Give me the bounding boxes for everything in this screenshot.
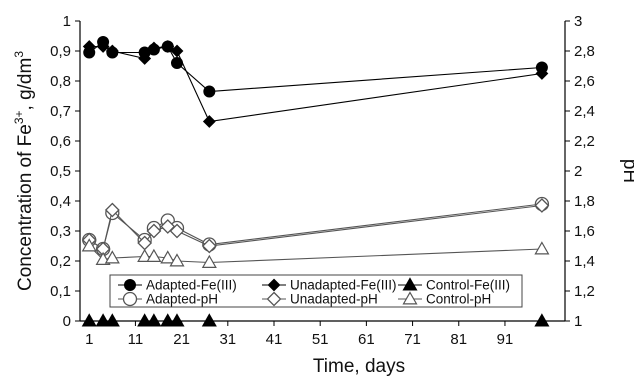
y-axis-left-title-sup2: 3 — [12, 51, 26, 58]
data-point-unadapted-ph — [104, 202, 120, 218]
x-tick-label: 91 — [497, 331, 514, 348]
legend-box — [109, 274, 523, 308]
data-point-unadapted-fe-iii — [82, 40, 96, 53]
data-point-unadapted-fe-iii — [161, 40, 175, 53]
data-point-unadapted-fe-iii — [170, 44, 184, 58]
y-left-tick-label: 0,5 — [50, 163, 71, 180]
y-left-tick-label: 1 — [63, 13, 71, 30]
legend-marker — [402, 291, 418, 305]
data-point-unadapted-ph — [201, 238, 217, 254]
legend-item-adapted-fe-iii: Adapted-Fe(III) — [118, 278, 237, 293]
data-point-control-ph — [104, 250, 120, 264]
data-point-unadapted-ph — [169, 223, 185, 239]
x-tick-label: 71 — [404, 331, 421, 348]
legend-label: Adapted-Fe(III) — [146, 278, 237, 293]
tick-labels: 1 11 21 31 41 51 61 71 81 9100,10,20,30,40,50,60,… — [50, 13, 595, 348]
legend-label: Unadapted-pH — [290, 292, 378, 307]
data-point-control-ph — [137, 248, 153, 262]
legend-marker — [402, 277, 418, 291]
series-control-fe-iii — [81, 313, 550, 327]
data-point-control-fe-iii — [534, 313, 550, 327]
series-control-ph — [81, 238, 550, 268]
y-left-tick-label: 0,7 — [50, 103, 71, 120]
x-tick-label: 11 — [128, 331, 144, 348]
data-point-unadapted-fe-iii — [96, 40, 110, 53]
data-point-control-fe-iii — [104, 313, 120, 327]
data-point-control-fe-iii — [146, 313, 162, 327]
data-point-control-ph — [169, 253, 185, 267]
y-right-tick-label: 2,4 — [574, 103, 595, 120]
x-tick-label: 61 — [358, 331, 375, 348]
y-right-tick-label: 2,2 — [574, 133, 595, 150]
data-point-control-ph — [534, 241, 550, 255]
x-tick-label: 51 — [312, 331, 329, 348]
data-point-unadapted-ph — [534, 198, 550, 213]
y-right-tick-label: 1 — [574, 313, 582, 330]
y-right-tick-label: 1,6 — [574, 223, 595, 240]
data-point-control-fe-iii — [169, 313, 185, 327]
data-point-unadapted-fe-iii — [138, 52, 152, 65]
y-right-tick-label: 1,4 — [574, 253, 595, 270]
data-point-unadapted-fe-iii — [105, 44, 119, 58]
data-point-control-fe-iii — [81, 313, 97, 327]
data-point-control-ph — [81, 238, 97, 252]
legend-label: Control-Fe(III) — [426, 278, 510, 293]
y-left-tick-label: 0,1 — [50, 283, 71, 300]
y-axis-left-title-main: Concentration of Fe — [15, 124, 36, 291]
data-point-control-fe-iii — [160, 313, 176, 327]
x-tick-label: 81 — [450, 331, 467, 348]
data-point-unadapted-fe-iii — [147, 41, 161, 55]
legend-item-control-ph: Control-pH — [398, 291, 491, 307]
x-tick-label: 31 — [219, 331, 236, 348]
data-point-unadapted-fe-iii — [202, 115, 216, 128]
y-right-tick-label: 1,8 — [574, 193, 595, 210]
data-point-adapted-fe-iii — [203, 85, 216, 98]
legend-marker — [124, 279, 136, 291]
y-left-tick-label: 0,2 — [50, 253, 71, 270]
legend-item-control-fe-iii: Control-Fe(III) — [398, 277, 510, 293]
legend-marker — [122, 291, 138, 307]
data-point-control-fe-iii — [137, 313, 153, 327]
y-right-tick-label: 2,8 — [574, 43, 595, 60]
legend-item-adapted-ph: Adapted-pH — [118, 292, 218, 307]
y-left-tick-label: 0,4 — [50, 193, 71, 210]
x-tick-label: 1 — [85, 331, 93, 348]
y-axis-left-title-sup1: 3+ — [12, 110, 26, 124]
data-point-control-fe-iii — [201, 313, 217, 327]
data-point-unadapted-ph — [146, 223, 162, 239]
legend: Adapted-Fe(III) Unadapted-Fe(III) Control-… — [109, 274, 523, 308]
data-point-unadapted-fe-iii — [535, 67, 549, 80]
y-right-tick-label: 1,2 — [574, 283, 595, 300]
y-axis-left-title: Concentration of Fe3+, g/dm3 — [12, 51, 36, 291]
legend-label: Control-pH — [426, 292, 491, 307]
x-tick-label: 41 — [266, 331, 283, 348]
y-right-tick-label: 3 — [574, 13, 582, 30]
y-axis-right-title: pH — [619, 159, 634, 183]
data-point-control-fe-iii — [95, 313, 111, 327]
y-right-tick-label: 2,6 — [574, 73, 595, 90]
y-right-tick-label: 2 — [574, 163, 582, 180]
series-unadapted-ph — [81, 198, 550, 257]
y-left-tick-label: 0,6 — [50, 133, 71, 150]
y-axis-left-title-mid: , g/dm — [15, 58, 36, 111]
plot-area — [81, 36, 550, 327]
x-tick-label: 21 — [173, 331, 190, 348]
y-left-tick-label: 0,3 — [50, 223, 71, 240]
data-point-control-ph — [146, 248, 162, 262]
legend-item-unadapted-ph: Unadapted-pH — [262, 292, 378, 307]
x-axis-title: Time, days — [313, 356, 405, 377]
y-left-tick-label: 0,9 — [50, 43, 71, 60]
legend-marker — [267, 278, 281, 292]
legend-marker — [266, 291, 282, 307]
y-left-tick-label: 0,8 — [50, 73, 71, 90]
data-point-control-ph — [160, 250, 176, 264]
data-point-control-ph — [201, 254, 217, 268]
series-unadapted-fe-iii — [82, 40, 549, 128]
legend-label: Unadapted-Fe(III) — [290, 278, 397, 293]
legend-item-unadapted-fe-iii: Unadapted-Fe(III) — [262, 278, 397, 293]
y-left-tick-label: 0 — [63, 313, 71, 330]
legend-label: Adapted-pH — [146, 292, 218, 307]
